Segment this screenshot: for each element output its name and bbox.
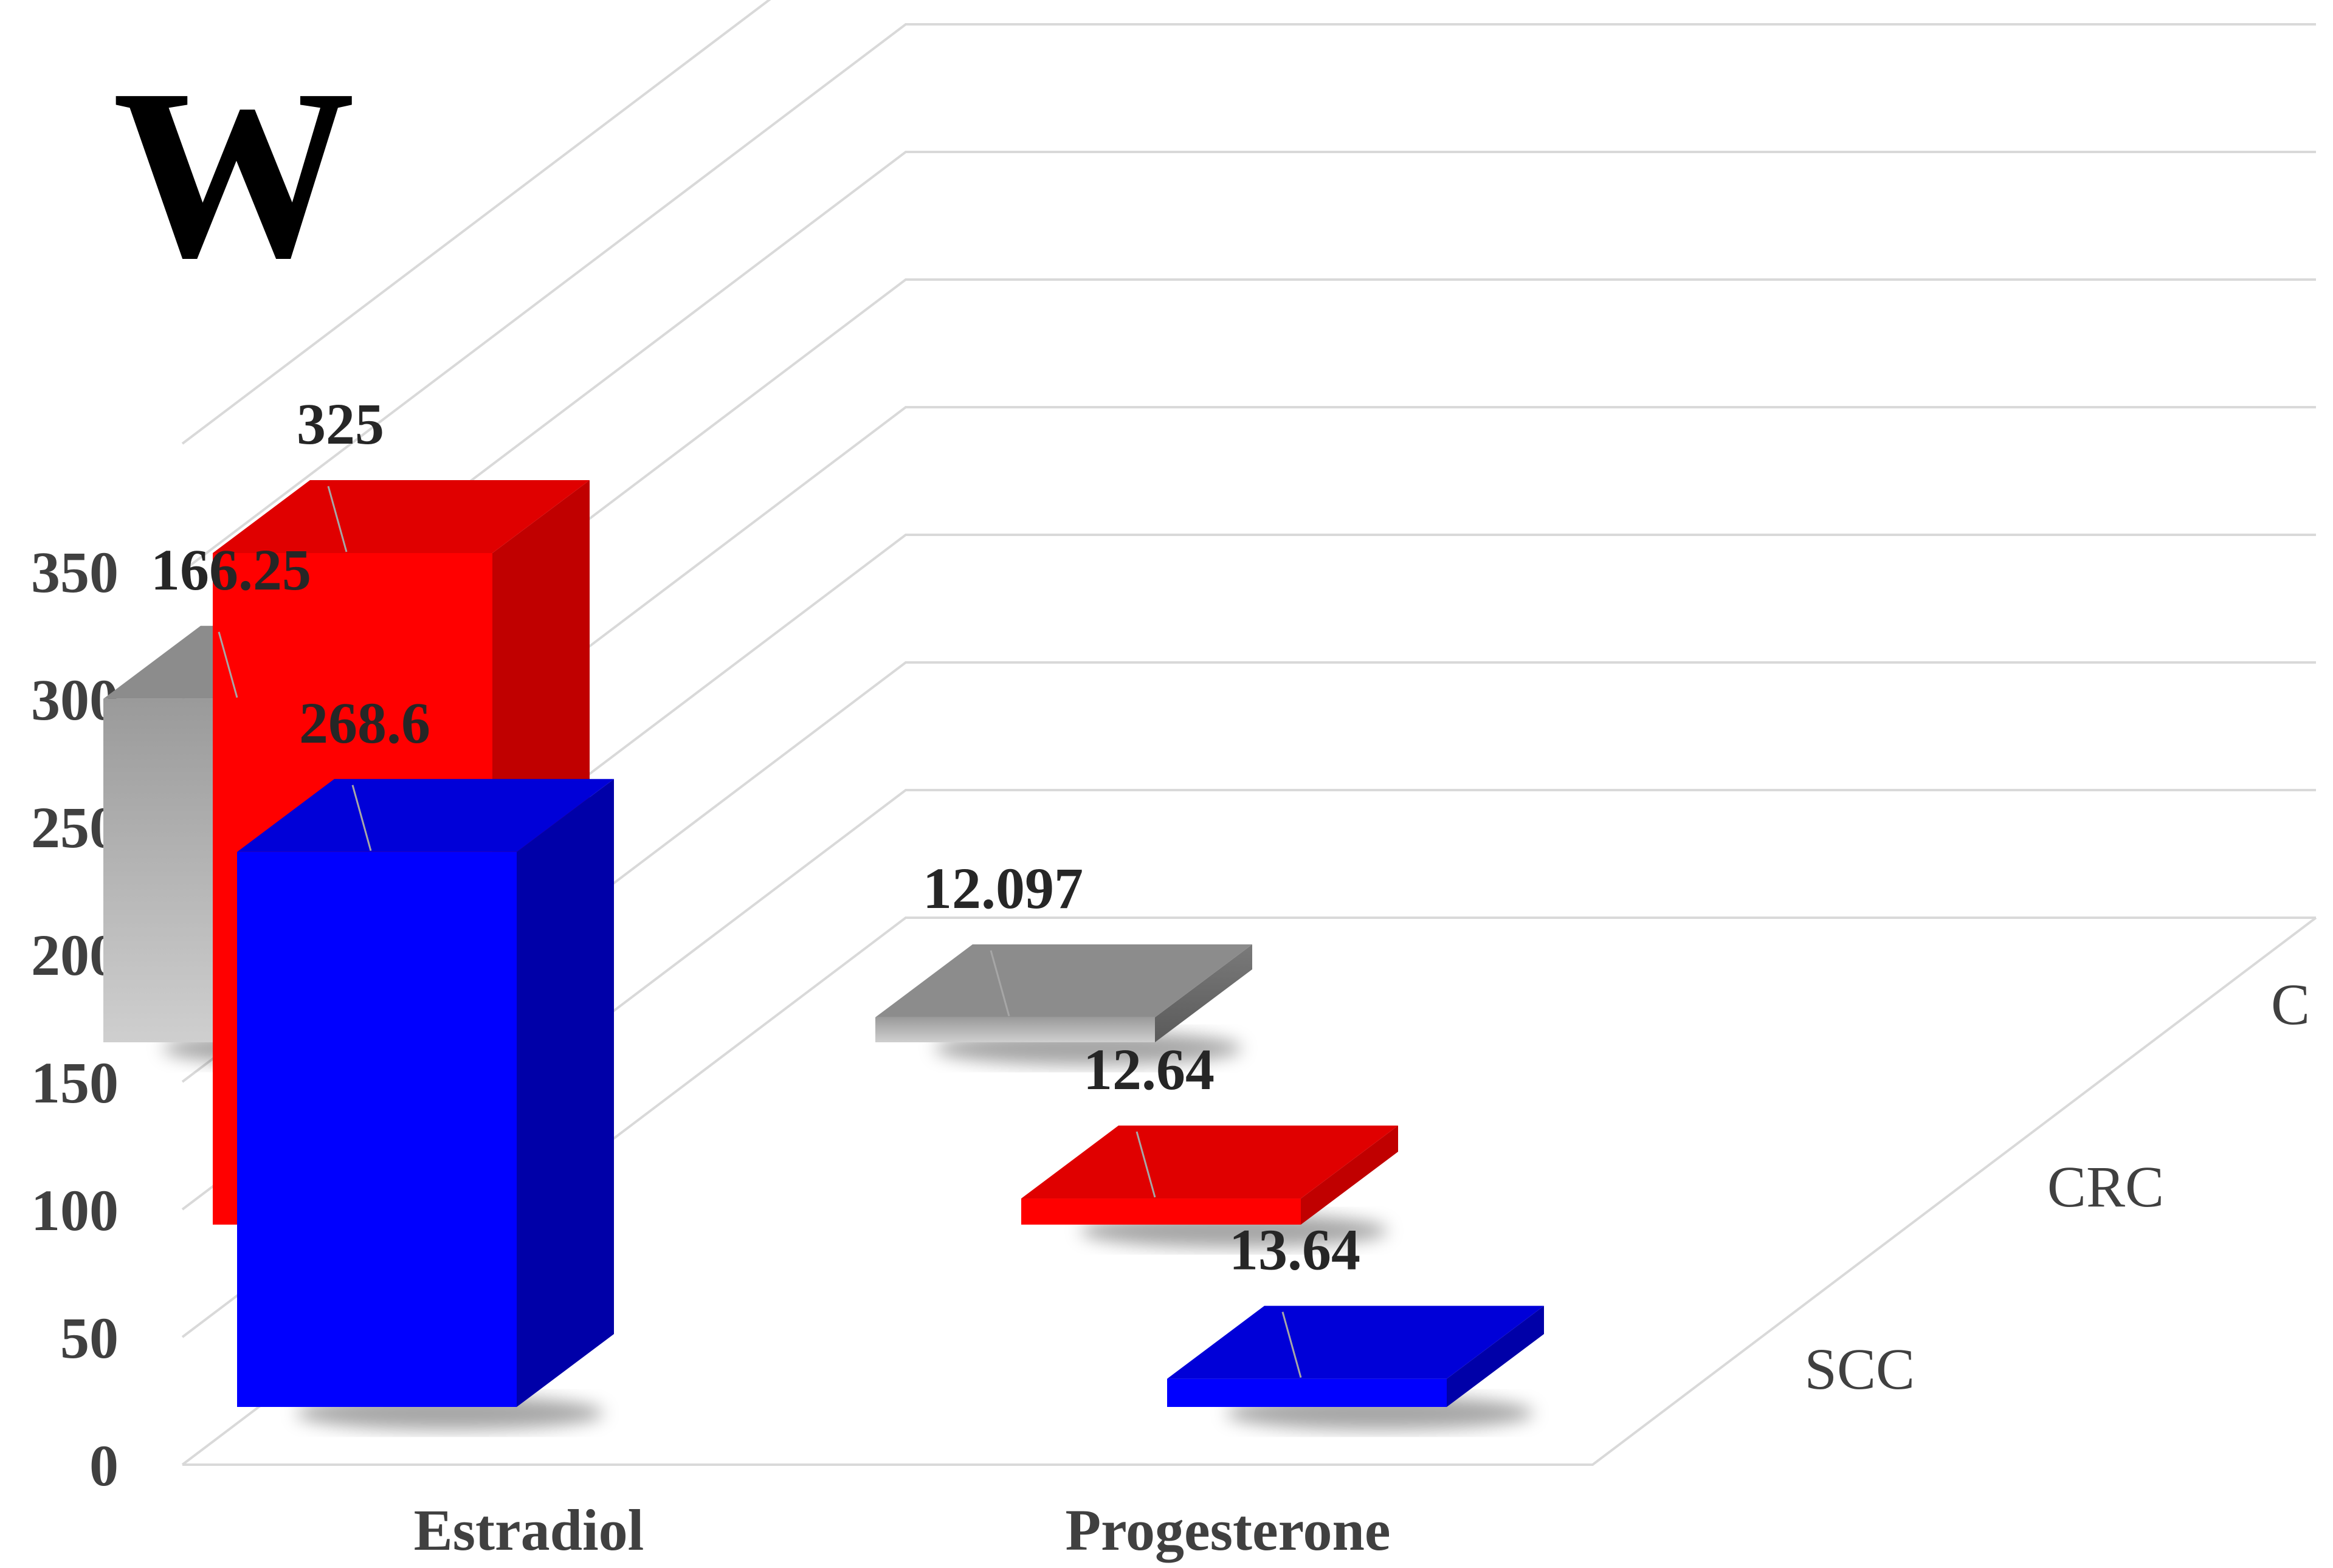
bar-SCC-Progesterone	[1167, 1305, 1544, 1430]
floor-edge	[182, 916, 2317, 1466]
series-labels: C CRC SCC	[1805, 972, 2310, 1401]
data-label: 166.25	[151, 537, 311, 602]
bar-side	[517, 779, 614, 1407]
bar-side	[1447, 1305, 1544, 1407]
y-tick-label: 50	[60, 1305, 119, 1370]
bar-top	[237, 779, 614, 852]
data-label: 12.097	[923, 856, 1083, 921]
leader-line	[327, 486, 348, 552]
category-label: Progesterone	[1066, 1498, 1391, 1563]
leader-line	[1281, 1312, 1302, 1378]
gridline	[181, 23, 2316, 573]
category-labels: Estradiol Progesterone	[414, 1498, 1391, 1563]
y-tick-label: 150	[31, 1050, 119, 1115]
data-label: 325	[297, 391, 384, 456]
y-tick-label: 350	[31, 540, 119, 605]
gridline	[181, 0, 771, 445]
data-label: 13.64	[1229, 1217, 1360, 1282]
series-label: CRC	[2047, 1154, 2164, 1219]
chart-floor	[182, 916, 2317, 1466]
bar-top	[875, 944, 1252, 1017]
bar-side	[1155, 944, 1252, 1042]
data-label: 12.64	[1083, 1037, 1215, 1102]
data-label: 268.6	[299, 690, 430, 755]
bar-front	[1167, 1378, 1447, 1407]
bar-side	[1301, 1126, 1398, 1225]
leader-line	[990, 950, 1010, 1017]
series-label: C	[2271, 972, 2310, 1037]
series-label: SCC	[1805, 1336, 1915, 1401]
panel-letter: W	[112, 39, 356, 308]
bar-front	[875, 1017, 1155, 1042]
bar-C-Progesterone	[875, 944, 1252, 1065]
bar-front	[1021, 1198, 1301, 1225]
y-tick-label: 100	[31, 1178, 119, 1243]
bar-top	[1021, 1126, 1398, 1198]
bar-top	[213, 480, 590, 553]
bar-front	[237, 851, 517, 1407]
bars	[103, 480, 1544, 1430]
bar-SCC-Estradiol	[237, 779, 614, 1430]
data-labels: 166.25 12.097 325 12.64 268.6 13.64	[151, 391, 1360, 1378]
category-label: Estradiol	[414, 1498, 644, 1563]
y-tick-label: 0	[89, 1433, 119, 1498]
bar-top	[1167, 1305, 1544, 1379]
leader-line	[1135, 1131, 1156, 1198]
leader-line	[218, 631, 238, 698]
bar-CRC-Progesterone	[1021, 1126, 1398, 1248]
leader-line	[351, 785, 372, 851]
